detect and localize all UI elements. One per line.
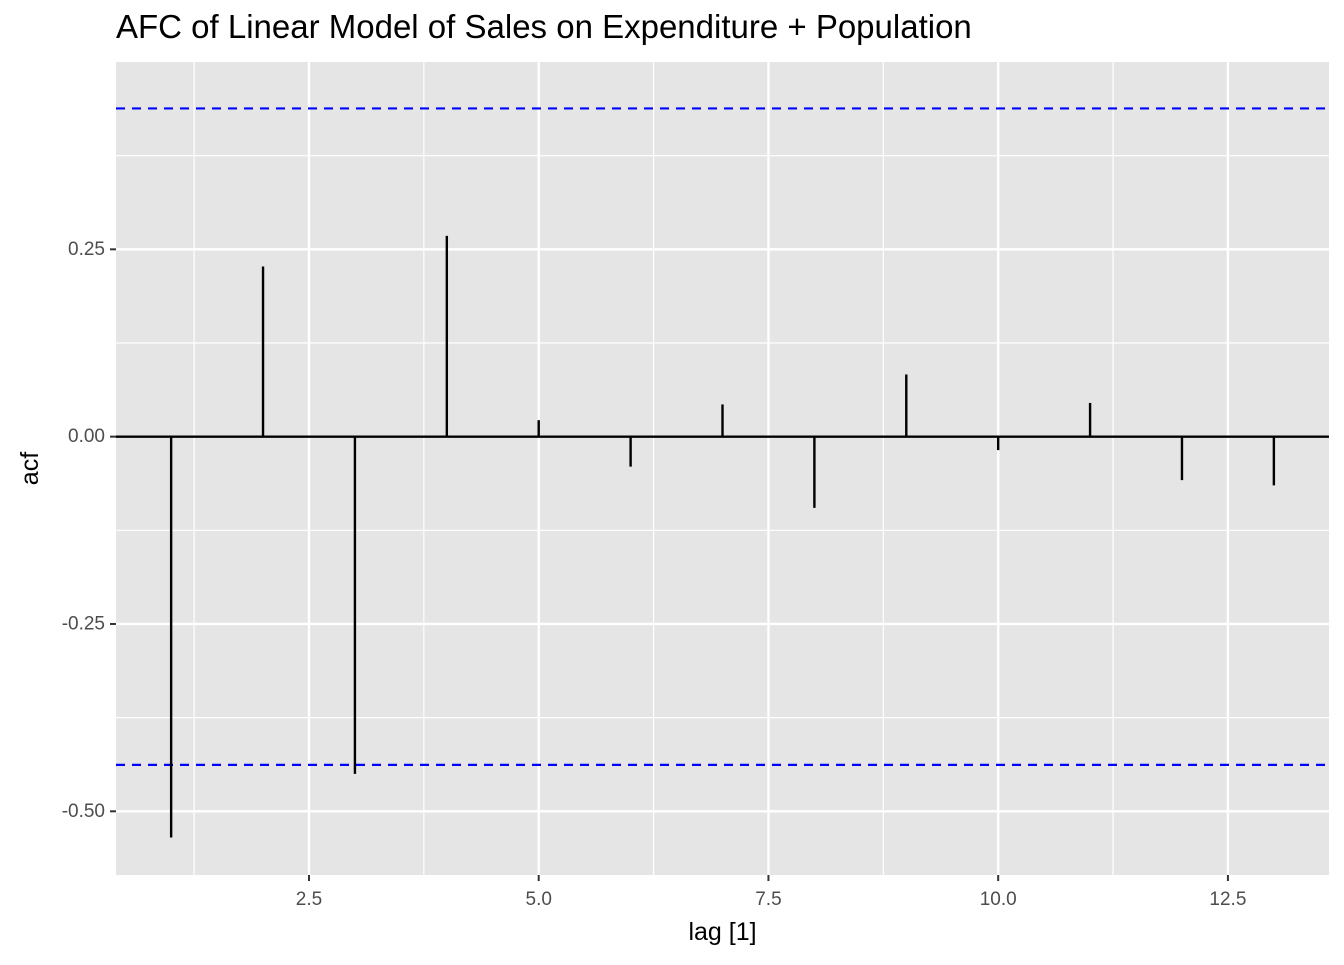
x-tick-label: 2.5 — [296, 889, 322, 910]
confidence-bounds — [116, 107, 1329, 766]
x-tick-label: 7.5 — [755, 889, 781, 910]
plot-panel — [116, 62, 1329, 875]
y-tick-label: 0.25 — [68, 239, 105, 260]
y-tick-label: -0.50 — [62, 801, 105, 822]
x-tick-label: 10.0 — [980, 889, 1017, 910]
y-axis: 0.25 0.00 -0.25 -0.50 — [62, 239, 116, 822]
chart-title: AFC of Linear Model of Sales on Expendit… — [116, 8, 972, 45]
minor-gridlines — [116, 62, 1329, 875]
x-tick-label: 5.0 — [526, 889, 552, 910]
x-tick-label: 12.5 — [1209, 889, 1246, 910]
x-axis: 2.5 5.0 7.5 10.0 12.5 — [296, 875, 1246, 910]
x-axis-label: lag [1] — [688, 918, 756, 946]
acf-bars — [169, 235, 1276, 838]
y-axis-label: acf — [16, 452, 44, 485]
y-tick-label: 0.00 — [68, 426, 105, 447]
major-gridlines — [116, 62, 1329, 875]
y-tick-label: -0.25 — [62, 613, 105, 634]
